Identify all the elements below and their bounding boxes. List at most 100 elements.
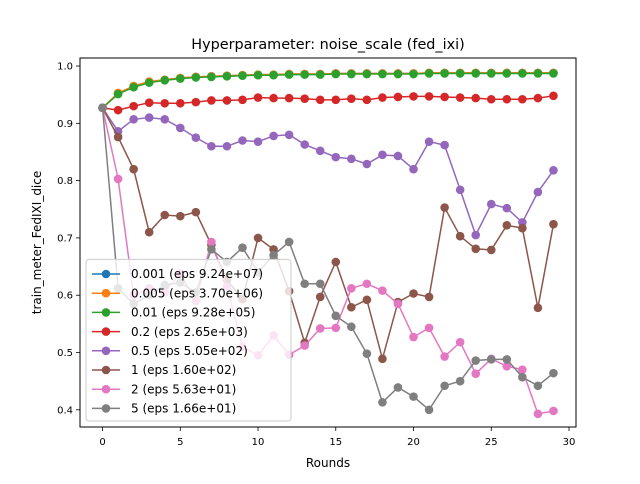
data-point [486,69,496,78]
data-point [207,72,216,82]
data-point [440,381,449,391]
data-point [347,69,356,79]
data-point [471,93,481,103]
data-point [300,94,309,103]
data-point [486,199,496,209]
data-point [362,349,372,358]
data-point [424,92,434,101]
data-point [331,95,341,105]
data-point [207,141,216,151]
data-point [362,279,372,289]
data-point [253,70,263,80]
legend-item: 2 (eps 5.63e+01) [92,382,236,396]
legend-marker [101,365,111,375]
legend-item: 1 (eps 1.60e+02) [92,363,236,377]
data-point [486,94,496,104]
data-point [455,337,465,347]
data-point [284,70,294,79]
data-point [440,352,449,361]
data-point [393,383,403,392]
data-point [129,82,138,92]
legend-marker [101,384,111,394]
data-point [440,69,449,78]
data-point [191,207,201,217]
data-point [549,91,558,101]
legend-item: 0.2 (eps 2.65e+03) [92,325,248,339]
data-point [393,69,403,79]
data-point [549,166,558,175]
data-point [424,323,434,333]
data-point [269,131,278,141]
data-point [238,136,247,145]
data-point [98,103,107,113]
y-tick-label: 0.5 [57,348,73,359]
legend-marker [101,404,111,413]
data-point [440,140,449,150]
data-point [455,231,465,241]
data-point [144,98,154,107]
chart-title: Hyperparameter: noise_scale (fed_ixi) [191,37,465,53]
data-point [315,95,325,105]
data-point [549,406,558,416]
data-point [518,372,527,382]
legend-item: 5 (eps 1.66e+01) [92,402,236,416]
data-point [175,74,185,83]
data-point [238,243,247,252]
data-point [207,237,216,247]
data-point [518,94,527,104]
y-axis-label: train_meter_FedIXI_dice [30,171,44,315]
legend-label: 5 (eps 1.66e+01) [131,402,236,416]
data-point [284,93,294,103]
data-point [518,223,527,233]
x-tick-label: 5 [177,437,183,448]
x-tick-label: 20 [407,437,420,448]
data-point [502,203,512,213]
series-3 [98,91,558,115]
data-point [502,355,512,364]
data-point [207,245,216,254]
data-point [331,69,341,79]
data-point [347,154,356,164]
legend-box [85,258,292,422]
data-point [518,69,527,78]
data-point [486,355,496,364]
data-point [549,69,558,78]
data-point [175,211,185,221]
data-point [144,78,154,87]
data-point [222,96,232,105]
data-point [424,137,434,146]
data-point [471,244,481,254]
data-point [471,356,481,365]
data-point [160,76,170,85]
data-point [533,187,543,197]
x-tick-label: 25 [485,437,498,448]
data-point [393,299,403,309]
x-tick-label: 0 [99,437,105,448]
data-point [533,303,543,313]
data-point [284,130,294,140]
data-point [331,152,341,162]
legend-label: 0.2 (eps 2.65e+03) [131,325,248,339]
data-point [113,132,123,142]
data-point [378,286,387,295]
data-point [518,365,527,375]
data-point [409,392,418,401]
legend-marker [101,346,111,356]
data-point [455,69,465,78]
axes-frame [79,57,577,428]
data-point [533,69,543,78]
data-point [300,279,309,289]
y-tick-label: 0.6 [57,291,73,302]
data-point [160,98,170,108]
data-point [471,230,481,240]
legend-label: 0.01 (eps 9.28e+05) [131,306,255,320]
data-point [549,368,558,378]
data-point [207,96,216,105]
x-axis: 0 5 10 15 20 25 30 [99,427,575,448]
legend-item: 0.01 (eps 9.28e+05) [92,306,255,320]
data-point [160,210,170,220]
data-point [175,123,185,133]
data-point [113,174,123,184]
